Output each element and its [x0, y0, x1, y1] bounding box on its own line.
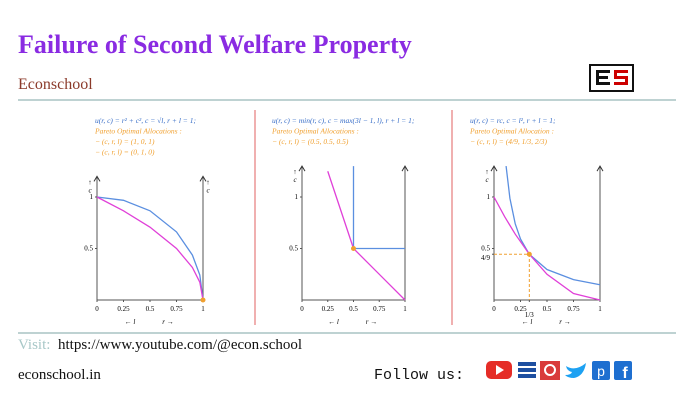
- x-axis-label: ← l: [328, 318, 339, 326]
- x-axis-label: r →: [366, 318, 377, 326]
- y-axis-arrow: ↑: [293, 168, 297, 176]
- x-axis-label: ← l: [522, 318, 533, 326]
- x-tick-label: 1/3: [525, 311, 534, 319]
- x-tick-label: 0.5: [349, 305, 358, 313]
- y-axis-label: c: [485, 176, 489, 184]
- axis-arrow: [596, 165, 604, 172]
- panel-note: − (c, r, l) = (1, 0, 1): [95, 137, 155, 146]
- x-tick-label: 0.25: [514, 305, 527, 313]
- visit-label: Visit:: [18, 337, 50, 353]
- y-tick-label: 1: [90, 193, 94, 201]
- y-tick-label: 4/9: [481, 254, 490, 262]
- x-axis-label: r →: [162, 318, 173, 326]
- x-tick-label: 0.5: [146, 305, 155, 313]
- panel-note: u(r, c) = r² + c², c = √l, r + l = 1;: [95, 116, 196, 125]
- x-tick-label: 0: [492, 305, 496, 313]
- x-axis-label: ← l: [125, 318, 136, 326]
- panel-note: Pareto Optimal Allocations :: [94, 127, 182, 136]
- curve: [96, 196, 204, 301]
- x-tick-label: 0: [95, 305, 99, 313]
- x-tick-label: 0.75: [567, 305, 580, 313]
- panel-note: u(r, c) = min(r, c), c = max(3l − 1, l),…: [272, 116, 414, 125]
- y2-axis-label: c: [206, 186, 210, 194]
- allocation-point: [200, 297, 206, 303]
- substack-icon[interactable]: [518, 362, 536, 378]
- y-tick-label: 0.5: [84, 245, 93, 253]
- y-axis-label: c: [293, 176, 297, 184]
- pinterest-icon[interactable]: [592, 361, 610, 380]
- site[interactable]: econschool.in: [18, 367, 101, 383]
- title: Failure of Second Welfare Property: [18, 30, 412, 59]
- axis-arrow: [490, 165, 498, 172]
- axis-arrow: [199, 175, 207, 182]
- y-tick-label: 0.5: [481, 245, 490, 253]
- allocation-point: [526, 251, 532, 257]
- x-tick-label: 0.75: [373, 305, 386, 313]
- panel: u(r, c) = r² + c², c = √l, r + l = 1; Par…: [84, 116, 210, 326]
- panel-note: u(r, c) = rc, c = l², r + l = 1;: [470, 116, 556, 125]
- y2-axis-arrow: ↑: [206, 178, 210, 186]
- allocation-point: [351, 246, 356, 251]
- panel-note: Pareto Optimal Allocations :: [271, 127, 359, 136]
- panel: u(r, c) = min(r, c), c = max(3l − 1, l),…: [271, 116, 414, 326]
- svg-text:f: f: [622, 365, 628, 382]
- x-axis-label: r →: [559, 318, 570, 326]
- y-tick-label: 0.5: [289, 245, 298, 253]
- facebook-icon[interactable]: [614, 361, 632, 380]
- y-axis-arrow: ↑: [88, 178, 92, 186]
- panel-note: − (c, r, l) = (0.5, 0.5, 0.5): [272, 137, 349, 146]
- axis-arrow: [401, 165, 409, 172]
- follow-label: Follow us:: [374, 367, 464, 384]
- x-tick-label: 1: [598, 305, 602, 313]
- url[interactable]: https://www.youtube.com/@econ.school: [58, 337, 302, 353]
- logo: [589, 64, 634, 92]
- x-tick-label: 0.25: [322, 305, 335, 313]
- x-tick-label: 0: [300, 305, 304, 313]
- panel: u(r, c) = rc, c = l², r + l = 1; Pareto O…: [469, 116, 604, 326]
- panel-note: Pareto Optimal Allocation :: [469, 127, 554, 136]
- y-tick-label: 1: [487, 193, 491, 201]
- x-tick-label: 1: [403, 305, 407, 313]
- svg-text:p: p: [597, 363, 605, 379]
- axis-arrow: [298, 165, 306, 172]
- twitter-icon[interactable]: [565, 363, 586, 378]
- x-tick-label: 0.5: [543, 305, 552, 313]
- y-tick-label: 1: [295, 193, 299, 201]
- y-axis-label: c: [88, 186, 92, 194]
- panel-note: − (c, r, l) = (4/9, 1/3, 2/3): [470, 137, 547, 146]
- social-icons: p f: [486, 361, 632, 382]
- x-tick-label: 0.25: [117, 305, 130, 313]
- x-tick-label: 0.75: [170, 305, 183, 313]
- panel-note: − (c, r, l) = (0, 1, 0): [95, 148, 155, 157]
- subtitle: Econschool: [18, 76, 93, 93]
- axis-arrow: [93, 175, 101, 182]
- curve: [96, 196, 204, 301]
- y-axis-arrow: ↑: [485, 168, 489, 176]
- curve: [505, 166, 601, 286]
- quora-icon[interactable]: [540, 361, 560, 380]
- x-tick-label: 1: [201, 305, 205, 313]
